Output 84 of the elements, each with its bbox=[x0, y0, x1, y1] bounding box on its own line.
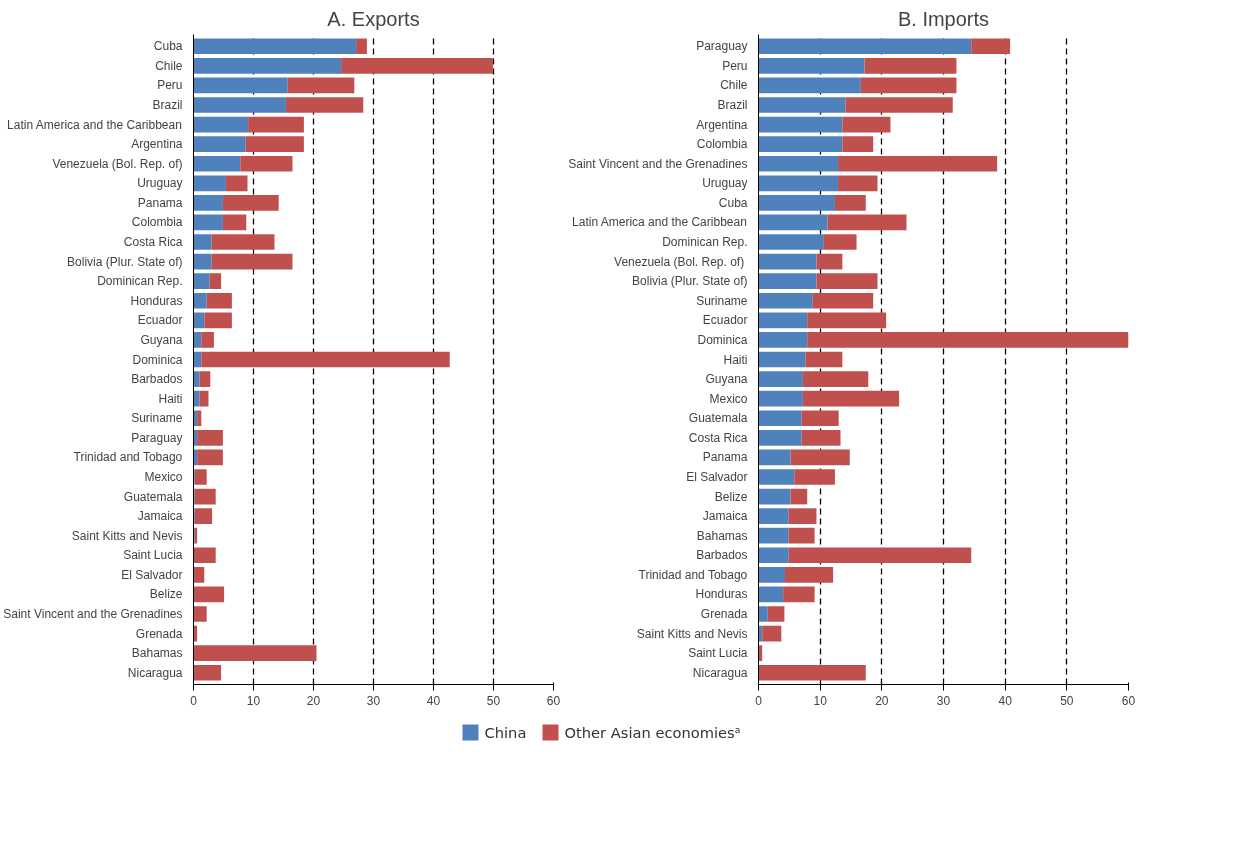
y-tick-label: Saint Kitts and Nevis bbox=[636, 626, 748, 641]
x-tick-label: 40 bbox=[998, 693, 1013, 708]
y-tick-label: Latin America and the Caribbean bbox=[572, 215, 747, 230]
y-tick-label: Dominican Rep. bbox=[97, 274, 183, 289]
y-tick-label: Dominica bbox=[132, 352, 183, 367]
y-tick-label: Brazil bbox=[717, 97, 748, 112]
y-tick-label: El Salvador bbox=[686, 469, 748, 484]
y-tick-label: Suriname bbox=[131, 411, 183, 426]
y-tick-label: Guatemala bbox=[688, 411, 748, 426]
y-tick-label: Nicaragua bbox=[692, 665, 748, 680]
chart-title: B. Imports bbox=[897, 7, 990, 30]
y-tick-label: Chile bbox=[155, 58, 183, 73]
y-tick-label: Guyana bbox=[140, 332, 183, 347]
y-tick-label: Uruguay bbox=[702, 176, 748, 191]
y-tick-label: Cuba bbox=[153, 39, 183, 54]
y-tick-label: Bahamas bbox=[696, 528, 748, 543]
x-tick-label: 0 bbox=[190, 693, 198, 708]
x-tick-label: 60 bbox=[546, 693, 561, 708]
y-tick-label: Jamaica bbox=[702, 509, 748, 524]
y-tick-label: Suriname bbox=[696, 293, 748, 308]
y-tick-label: Honduras bbox=[695, 587, 748, 602]
y-tick-label: Trinidad and Tobago bbox=[73, 450, 183, 465]
x-tick-label: 10 bbox=[813, 693, 828, 708]
y-tick-label: Guyana bbox=[705, 372, 748, 387]
y-tick-label: Ecuador bbox=[137, 313, 183, 328]
y-tick-label: Venezuela (Bol. Rep. of) bbox=[614, 254, 745, 269]
y-tick-label: Dominican Rep. bbox=[662, 235, 748, 250]
x-tick-label: 40 bbox=[426, 693, 441, 708]
y-tick-label: Chile bbox=[720, 78, 748, 93]
chart-title: A. Exports bbox=[327, 7, 420, 30]
y-tick-label: Dominica bbox=[697, 332, 748, 347]
y-tick-label: Saint Kitts and Nevis bbox=[71, 528, 183, 543]
y-tick-label: Peru bbox=[157, 78, 183, 93]
y-tick-label: Barbados bbox=[131, 372, 183, 387]
y-tick-label: Bolivia (Plur. State of) bbox=[67, 254, 183, 269]
y-tick-label: Costa Rica bbox=[123, 235, 183, 250]
x-tick-label: 0 bbox=[755, 693, 763, 708]
y-tick-label: Honduras bbox=[130, 293, 183, 308]
y-tick-label: Brazil bbox=[152, 97, 183, 112]
y-tick-label: Peru bbox=[722, 58, 748, 73]
x-tick-label: 30 bbox=[936, 693, 951, 708]
y-tick-label: Trinidad and Tobago bbox=[638, 567, 748, 582]
y-tick-label: Saint Vincent and the Grenadines bbox=[3, 607, 183, 622]
y-tick-label: Saint Lucia bbox=[688, 646, 748, 661]
x-tick-label: 20 bbox=[875, 693, 889, 708]
y-tick-label: Grenada bbox=[700, 607, 748, 622]
legend-label: China bbox=[484, 724, 527, 741]
y-tick-label: Panama bbox=[137, 195, 183, 210]
y-tick-label: Paraguay bbox=[696, 39, 748, 54]
y-tick-label: Belize bbox=[714, 489, 748, 504]
y-tick-label: Argentina bbox=[131, 137, 183, 152]
y-tick-label: Latin America and the Caribbean bbox=[7, 117, 182, 132]
y-tick-label: Venezuela (Bol. Rep. of) bbox=[52, 156, 183, 171]
y-tick-label: Haiti bbox=[158, 391, 183, 406]
y-tick-label: Ecuador bbox=[702, 313, 748, 328]
y-tick-label: Argentina bbox=[696, 117, 748, 132]
y-tick-label: Saint Vincent and the Grenadines bbox=[568, 156, 748, 171]
y-tick-label: Costa Rica bbox=[688, 430, 748, 445]
y-tick-label: Belize bbox=[149, 587, 183, 602]
y-tick-label: Mexico bbox=[709, 391, 748, 406]
x-tick-label: 60 bbox=[1121, 693, 1136, 708]
legend-label: Other Asian economiesᵃ bbox=[564, 724, 741, 741]
y-tick-label: Cuba bbox=[718, 195, 748, 210]
x-tick-label: 30 bbox=[366, 693, 381, 708]
x-tick-label: 50 bbox=[1060, 693, 1074, 708]
x-tick-label: 50 bbox=[486, 693, 501, 708]
x-tick-label: 10 bbox=[246, 693, 261, 708]
y-tick-label: Colombia bbox=[131, 215, 183, 230]
x-tick-label: 20 bbox=[306, 693, 321, 708]
y-tick-label: Colombia bbox=[696, 137, 748, 152]
y-tick-label: Bolivia (Plur. State of) bbox=[632, 274, 748, 289]
y-tick-label: Haiti bbox=[723, 352, 748, 367]
y-tick-label: Grenada bbox=[135, 626, 183, 641]
y-tick-label: Nicaragua bbox=[127, 665, 183, 680]
y-tick-label: Uruguay bbox=[137, 176, 183, 191]
y-tick-label: Guatemala bbox=[123, 489, 183, 504]
y-tick-label: Jamaica bbox=[137, 509, 183, 524]
y-tick-label: Paraguay bbox=[131, 430, 183, 445]
y-tick-label: Mexico bbox=[144, 469, 183, 484]
y-tick-label: Bahamas bbox=[131, 646, 183, 661]
y-tick-label: Barbados bbox=[696, 548, 748, 563]
y-tick-label: Saint Lucia bbox=[123, 548, 183, 563]
y-tick-label: Panama bbox=[702, 450, 748, 465]
y-tick-label: El Salvador bbox=[121, 567, 183, 582]
